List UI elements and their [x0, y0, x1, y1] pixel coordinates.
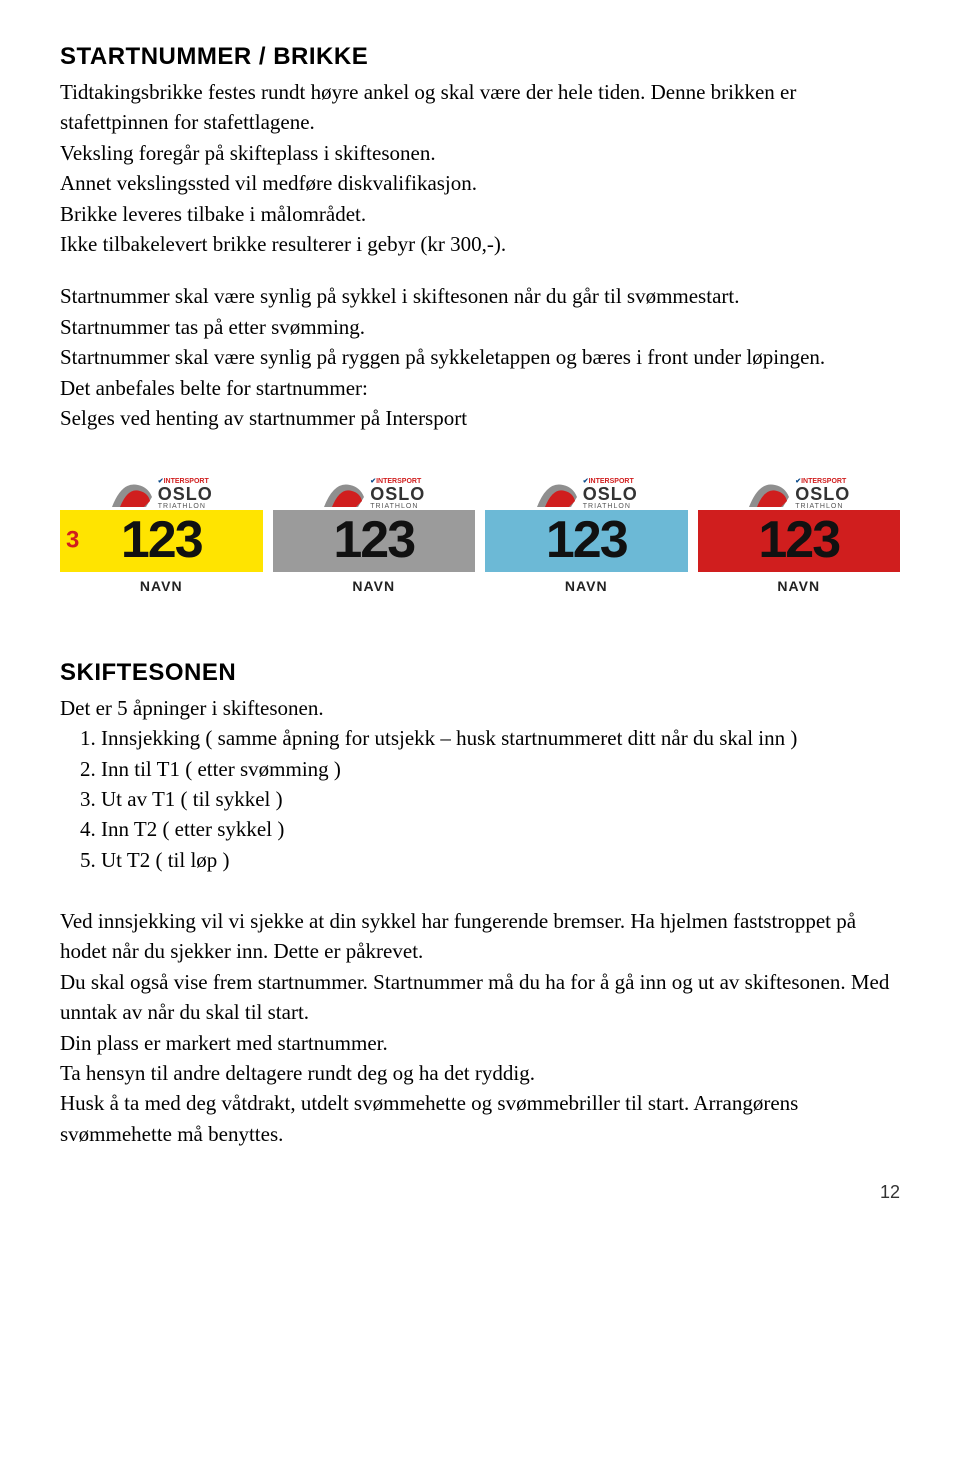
text: Selges ved henting av startnummer på Int… — [60, 403, 900, 433]
bib-corner-number: 3 — [66, 523, 79, 558]
text: Startnummer skal være synlig på sykkel i… — [60, 281, 900, 311]
list-item: 3. Ut av T1 ( til sykkel ) — [80, 784, 900, 814]
openings-list: 1. Innsjekking ( samme åpning for utsjek… — [60, 723, 900, 875]
bib-number-band: 123 — [273, 510, 476, 572]
bib-number: 123 — [121, 503, 202, 578]
text: Startnummer tas på etter svømming. — [60, 312, 900, 342]
text: Husk å ta med deg våtdrakt, utdelt svømm… — [60, 1088, 900, 1149]
bib-name: NAVN — [352, 576, 395, 596]
text: Tidtakingsbrikke festes rundt høyre anke… — [60, 77, 900, 138]
intro-text: Det er 5 åpninger i skiftesonen. — [60, 693, 900, 723]
text: Din plass er markert med startnummer. — [60, 1028, 900, 1058]
list-item: 1. Innsjekking ( samme åpning for utsjek… — [80, 723, 900, 753]
bib-number-band: 123 — [698, 510, 901, 572]
bib-city: OSLO — [795, 485, 850, 503]
section-skiftesonen: SKIFTESONEN Det er 5 åpninger i skifteso… — [60, 656, 900, 1149]
bib-name: NAVN — [140, 576, 183, 596]
text: Du skal også vise frem startnummer. Star… — [60, 967, 900, 1028]
bib-city: OSLO — [370, 485, 425, 503]
text: Veksling foregår på skifteplass i skifte… — [60, 138, 900, 168]
bib-yellow: ✔INTERSPORT OSLO TRIATHLON 3 123 NAVN — [60, 474, 263, 596]
bib-red: ✔INTERSPORT OSLO TRIATHLON 123 NAVN — [698, 474, 901, 596]
text: Annet vekslingssted vil medføre diskvali… — [60, 168, 900, 198]
bib-city: OSLO — [583, 485, 638, 503]
bib-number-band: 3 123 — [60, 510, 263, 572]
para-block-2: Startnummer skal være synlig på sykkel i… — [60, 281, 900, 433]
text: Startnummer skal være synlig på ryggen p… — [60, 342, 900, 372]
list-item: 2. Inn til T1 ( etter svømming ) — [80, 754, 900, 784]
text: Ved innsjekking vil vi sjekke at din syk… — [60, 906, 900, 967]
bib-number: 123 — [546, 503, 627, 578]
heading-startnummer: STARTNUMMER / BRIKKE — [60, 40, 900, 75]
section-startnummer: STARTNUMMER / BRIKKE Tidtakingsbrikke fe… — [60, 40, 900, 434]
bib-row: ✔INTERSPORT OSLO TRIATHLON 3 123 NAVN ✔I… — [60, 474, 900, 596]
bib-city: OSLO — [158, 485, 213, 503]
bib-number: 123 — [758, 503, 839, 578]
bib-grey: ✔INTERSPORT OSLO TRIATHLON 123 NAVN — [273, 474, 476, 596]
bib-number-band: 123 — [485, 510, 688, 572]
list-item: 4. Inn T2 ( etter sykkel ) — [80, 814, 900, 844]
heading-skiftesonen: SKIFTESONEN — [60, 656, 900, 691]
text: Ikke tilbakelevert brikke resulterer i g… — [60, 229, 900, 259]
text: Ta hensyn til andre deltagere rundt deg … — [60, 1058, 900, 1088]
text: Det anbefales belte for startnummer: — [60, 373, 900, 403]
text: Brikke leveres tilbake i målområdet. — [60, 199, 900, 229]
bib-blue: ✔INTERSPORT OSLO TRIATHLON 123 NAVN — [485, 474, 688, 596]
bib-name: NAVN — [565, 576, 608, 596]
bib-name: NAVN — [777, 576, 820, 596]
list-item: 5. Ut T2 ( til løp ) — [80, 845, 900, 875]
page-number: 12 — [60, 1179, 900, 1205]
para-block-1: Tidtakingsbrikke festes rundt høyre anke… — [60, 77, 900, 260]
bib-number: 123 — [333, 503, 414, 578]
